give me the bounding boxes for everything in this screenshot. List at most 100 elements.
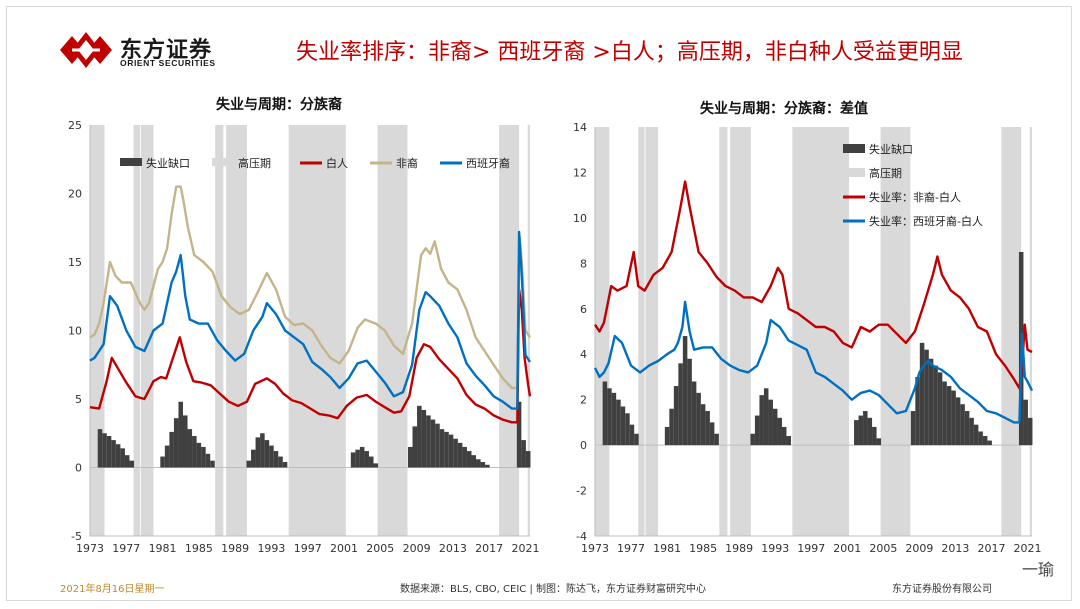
- y-tick-label: 6: [580, 303, 587, 316]
- watermark-text: 一瑜: [1022, 560, 1055, 579]
- gap-bar: [350, 452, 356, 468]
- gap-bar: [607, 388, 612, 446]
- footer-source: 数据来源：BLS, CBO, CEIC | 制图：陈达飞，东方证券财富研究中心: [400, 584, 706, 595]
- gap-bar: [978, 431, 983, 446]
- gap-bar: [709, 422, 715, 446]
- gap-bar: [669, 408, 674, 446]
- gap-bar: [407, 446, 413, 468]
- gap-bar: [946, 386, 952, 446]
- gap-bar: [982, 436, 988, 446]
- y-tick-label: 25: [68, 119, 82, 132]
- legend-swatch-shade: [212, 158, 234, 166]
- x-tick-label: 2005: [869, 542, 897, 555]
- gap-bar: [160, 456, 165, 468]
- x-tick-label: 2009: [905, 542, 933, 555]
- gap-bar: [453, 438, 458, 468]
- legend-label: 非裔: [396, 156, 418, 170]
- logo-english-name: ORIENT SECURITIES: [120, 58, 216, 68]
- gap-bar: [858, 415, 864, 446]
- y-tick-label: 2: [580, 394, 587, 407]
- gap-bar: [124, 455, 130, 468]
- high-pressure-band: [595, 127, 610, 536]
- high-pressure-band: [215, 125, 224, 536]
- x-tick-label: 1977: [112, 542, 140, 555]
- gap-bar: [759, 395, 764, 446]
- gap-bar: [192, 435, 197, 468]
- y-tick-label: 4: [580, 348, 587, 361]
- gap-bar: [919, 342, 925, 446]
- gap-bar: [781, 426, 787, 446]
- legend-swatch-gap: [120, 158, 142, 166]
- gap-bar: [691, 381, 697, 446]
- gap-bar: [696, 392, 701, 446]
- gap-bar: [269, 445, 274, 468]
- gap-bar: [355, 449, 360, 468]
- x-tick-label: 1981: [149, 542, 177, 555]
- gap-bar: [516, 401, 522, 468]
- x-tick-label: 1985: [185, 542, 213, 555]
- gap-bar: [525, 451, 531, 468]
- gap-bar: [426, 415, 431, 468]
- x-tick-label: 2021: [1013, 542, 1041, 555]
- footer-date: 2021年8月16日星期一: [60, 584, 165, 595]
- gap-bar: [421, 409, 427, 468]
- y-tick-label: 14: [573, 121, 587, 134]
- gap-bar: [620, 406, 626, 446]
- y-tick-label: 10: [68, 325, 82, 338]
- y-tick-label: 0: [580, 439, 587, 452]
- slide-headline: 失业率排序：非裔> 西班牙裔 >白人；高压期，非白种人受益更明显: [296, 40, 963, 65]
- x-tick-label: 1985: [689, 542, 717, 555]
- gap-bar: [187, 429, 193, 468]
- gap-bar: [359, 446, 365, 468]
- x-tick-label: 2021: [511, 542, 539, 555]
- gap-bar: [417, 405, 422, 468]
- gap-bar: [210, 460, 215, 468]
- gap-bar: [611, 392, 617, 446]
- gap-bar: [102, 433, 107, 468]
- x-tick-label: 2017: [977, 542, 1005, 555]
- high-pressure-band: [140, 125, 154, 536]
- gap-bar: [616, 399, 621, 446]
- gap-bar: [772, 408, 778, 446]
- gap-bar: [129, 460, 134, 468]
- gap-bar: [278, 456, 283, 468]
- slide-border: [6, 6, 1072, 601]
- gap-bar: [246, 460, 252, 468]
- y-tick-label: -5: [71, 530, 82, 543]
- x-tick-label: 2017: [475, 542, 503, 555]
- gap-bar: [987, 440, 992, 446]
- gap-bar: [682, 336, 688, 446]
- gap-bar: [466, 451, 472, 468]
- gap-bar: [282, 462, 288, 468]
- x-tick-label: 1997: [294, 542, 322, 555]
- high-pressure-band: [1029, 127, 1032, 536]
- gap-bar: [201, 446, 206, 468]
- gap-bar: [872, 426, 877, 446]
- gap-bar: [951, 390, 956, 446]
- series-line: [89, 230, 532, 410]
- gap-bar: [111, 440, 116, 468]
- gap-bar: [942, 381, 947, 446]
- gap-bar: [915, 376, 920, 446]
- gap-bar: [969, 417, 974, 446]
- gap-bar: [973, 424, 979, 446]
- y-tick-label: 10: [573, 212, 587, 225]
- y-tick-label: 12: [573, 166, 587, 179]
- high-pressure-band: [527, 125, 530, 536]
- gap-bar: [700, 404, 706, 446]
- gap-bar: [260, 433, 265, 468]
- y-tick-label: -2: [576, 485, 587, 498]
- gap-bar: [768, 399, 773, 446]
- gap-bar: [457, 442, 463, 468]
- gap-bar: [625, 413, 630, 446]
- gap-bar: [928, 358, 934, 446]
- gap-bar: [412, 426, 418, 468]
- gap-bar: [435, 423, 440, 468]
- series-line: [89, 288, 532, 424]
- gap-bar: [854, 420, 859, 446]
- gap-bar: [1023, 399, 1028, 446]
- x-tick-label: 1973: [76, 542, 104, 555]
- y-tick-label: 15: [68, 256, 82, 269]
- x-tick-label: 1993: [257, 542, 285, 555]
- gap-bar: [629, 424, 635, 446]
